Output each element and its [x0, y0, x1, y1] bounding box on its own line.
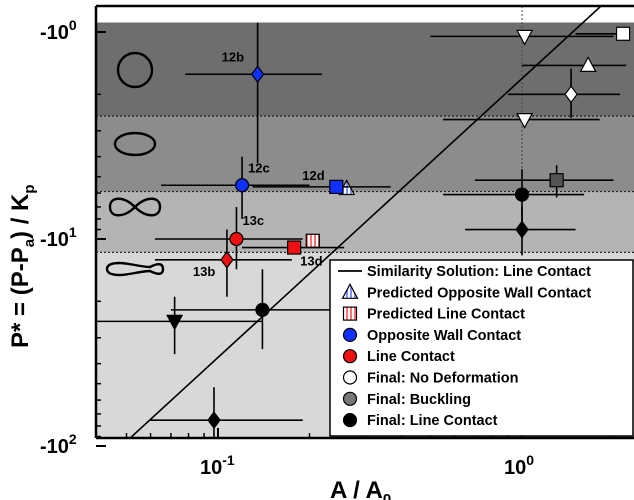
legend-swatch-2 [342, 306, 358, 321]
x-tick-label-1: 100 [504, 452, 534, 479]
legend-swatch-7 [342, 413, 358, 428]
point-2-2 [329, 179, 344, 194]
point-6-2 [255, 302, 270, 317]
similarity-line [128, 6, 603, 438]
point-6-4 [207, 411, 221, 430]
legend-label-3: Opposite Wall Contact [367, 328, 521, 344]
plot-frame [94, 4, 634, 440]
ellipse-icon [113, 131, 157, 157]
point-1-0 [305, 233, 320, 248]
point-label-13b: 13b [193, 264, 215, 279]
point-3-1 [220, 250, 234, 269]
legend-swatch-5 [342, 370, 358, 385]
legend-label-6: Final: Buckling [367, 392, 471, 408]
legend-swatch-6 [342, 391, 358, 406]
legend-label-7: Final: Line Contact [367, 413, 498, 429]
legend-swatch-4 [342, 349, 358, 364]
point-6-3 [166, 314, 184, 331]
point-4-3 [516, 113, 534, 129]
point-label-12d: 12d [302, 168, 324, 183]
point-3-2 [287, 240, 302, 255]
point-label-12c: 12c [248, 160, 270, 175]
point-label-12b: 12b [222, 49, 244, 64]
point-2-0 [250, 65, 265, 84]
point-6-1 [515, 220, 529, 239]
y-tick-label-1: -101 [40, 224, 77, 251]
y-axis-title: P* = (P-Pa) / Kp [7, 184, 38, 348]
legend-swatch-1 [341, 283, 359, 299]
legend-label-5: Final: No Deformation [367, 371, 518, 387]
point-label-13d: 13d [300, 254, 322, 269]
point-4-0 [516, 29, 534, 46]
x-axis-title: A / A0 [330, 477, 391, 500]
y-tick-label-2: -102 [40, 431, 77, 458]
legend-box [329, 259, 634, 437]
legend-label-2: Predicted Line Contact [367, 307, 525, 323]
point-6-0 [514, 187, 530, 202]
legend-label-1: Predicted Opposite Wall Contact [367, 285, 591, 301]
similarity-solution-line [128, 6, 603, 438]
axis-titles: A / A0 P* = (P-Pa) / Kp [7, 184, 391, 500]
point-4-4 [615, 26, 631, 41]
point-3-0 [229, 231, 244, 247]
figure-eight-icon [108, 197, 162, 217]
point-4-1 [579, 56, 597, 73]
circle-icon [116, 51, 154, 89]
shape-icons [105, 51, 165, 277]
x-tick-label-0: 10-1 [200, 452, 235, 479]
legend-label-0: Similarity Solution: Line Contact [367, 264, 591, 280]
axis-ticks: 10-1 100 -100 -101 -102 [40, 17, 615, 479]
legend: Similarity Solution: Line Contact Predict… [329, 259, 634, 437]
band-0 [96, 22, 634, 117]
point-5-0 [549, 173, 564, 188]
point-4-2 [564, 85, 578, 104]
point-2-1 [234, 178, 250, 193]
y-tick-label-0: -100 [40, 17, 77, 44]
legend-label-4: Line Contact [367, 349, 455, 365]
dumbbell-icon [105, 261, 165, 277]
data-points: 12b 12c 12d 13c 13b 13d [97, 22, 631, 438]
point-label-13c: 13c [242, 213, 264, 228]
legend-swatch-3 [342, 327, 358, 342]
band-1 [96, 116, 634, 192]
